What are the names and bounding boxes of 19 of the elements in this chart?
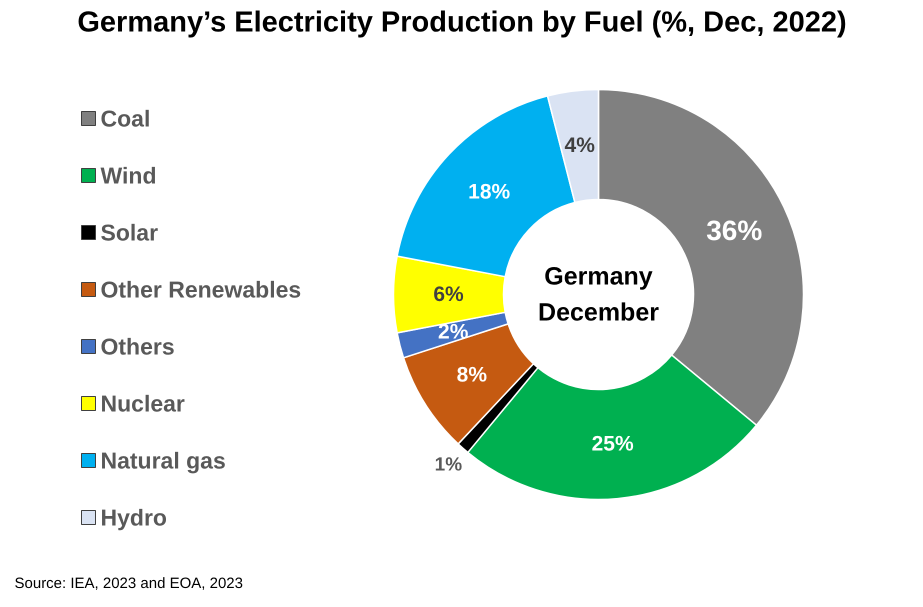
legend-label: Wind <box>100 162 156 188</box>
legend-label: Nuclear <box>100 390 185 416</box>
data-label: 1% <box>434 454 462 476</box>
data-label: 4% <box>564 134 596 158</box>
data-label: 2% <box>438 320 469 344</box>
data-label: 25% <box>592 432 634 456</box>
data-label: 18% <box>468 180 510 204</box>
legend-label: Natural gas <box>100 448 226 474</box>
data-label: 6% <box>433 283 464 306</box>
chart-title: Germany’s Electricity Production by Fuel (%, Dec, 2022) <box>77 6 847 38</box>
legend-label: Coal <box>100 106 150 132</box>
data-label: 36% <box>706 215 762 246</box>
data-label: 8% <box>456 363 488 386</box>
legend-label: Others <box>100 334 175 360</box>
source-note: Source: IEA, 2023 and EOA, 2023 <box>14 575 243 592</box>
legend-label: Solar <box>100 220 158 246</box>
legend-label: Other Renewables <box>100 276 302 302</box>
text: Germany December <box>538 262 660 327</box>
legend-label: Hydro <box>100 504 167 530</box>
